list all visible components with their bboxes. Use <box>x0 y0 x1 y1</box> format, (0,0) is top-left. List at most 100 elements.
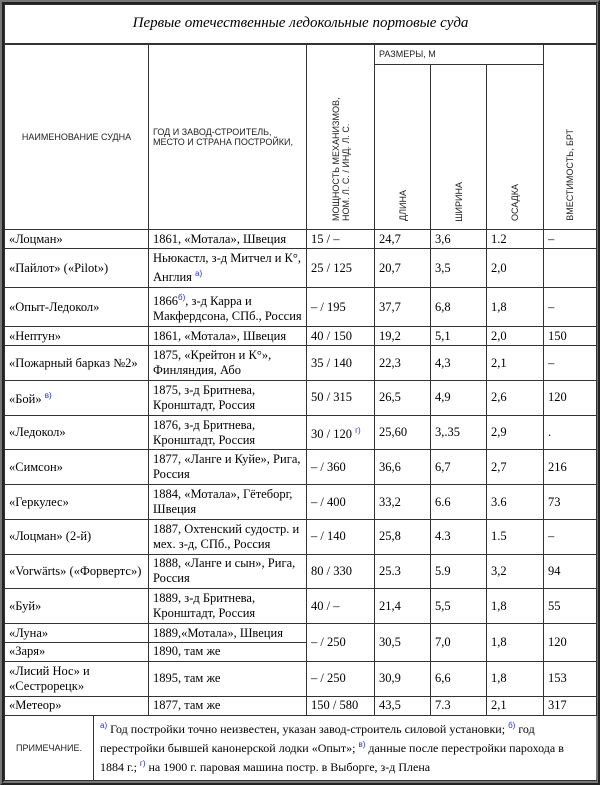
cell-power: 80 / 330 <box>306 553 375 590</box>
cell-length: 33,2 <box>374 484 431 520</box>
cell-draft: 1,8 <box>486 588 544 625</box>
header-name: НАИМЕНОВАНИЕ СУДНА <box>4 43 149 231</box>
table-row: «Пайлот» («Pilot») Ньюкастл, з-д Митчел и… <box>4 248 598 289</box>
cell-capacity: 55 <box>542 588 598 625</box>
table-row: «Симсон» 1877, «Ланге и Куйе», Рига, Росс… <box>4 449 598 486</box>
table-title: Первые отечественные ледокольные портовы… <box>3 3 598 45</box>
cell-draft: 2,1 <box>486 345 544 381</box>
cell-capacity: 150 <box>542 326 598 347</box>
cell-length: 19,2 <box>374 326 431 347</box>
table-row: «Ледокол» 1876, з-д Бритнева, Кронштадт, … <box>4 414 598 451</box>
cell-name: «Заря» <box>4 641 149 662</box>
cell-length: 22,3 <box>374 345 431 381</box>
cell-builder: 1884, «Мотала», Гётеборг, Швеция <box>148 484 307 520</box>
cell-capacity: 120 <box>542 380 598 416</box>
header-builder: ГОД И ЗАВОД-СТРОИТЕЛЬ, МЕСТО И СТРАНА ПО… <box>148 43 307 231</box>
cell-width: 5,1 <box>430 326 487 347</box>
cell-name: «Пайлот» («Pilot») <box>4 248 149 289</box>
cell-width: 6,6 <box>430 660 487 697</box>
footnote-mark: б) <box>508 720 516 730</box>
table-row: «Геркулес» 1884, «Мотала», Гётеборг, Швец… <box>4 484 598 520</box>
cell-name: «Луна» <box>4 623 149 643</box>
table-row: «Лоцман» 1861, «Мотала», Швеция 15 / –24,7… <box>4 229 598 250</box>
cell-name: «Буй» <box>4 588 149 625</box>
cell-capacity: 73 <box>542 484 598 520</box>
table-row: «Заря» 1890, там же <box>4 641 597 662</box>
cell-draft: 1,8 <box>486 287 544 328</box>
table-row: «Опыт-Ледокол» 1866б), з-д Карра и Макфер… <box>4 287 598 328</box>
cell-width: 6.6 <box>430 484 487 520</box>
cell-draft: 2,7 <box>486 449 544 486</box>
cell-power: – / 195 <box>306 287 375 328</box>
cell-length: 36,6 <box>374 449 431 486</box>
cell-length: 30,5 <box>374 623 431 662</box>
note-text: а) Год постройки точно неизвестен, указа… <box>100 720 564 774</box>
cell-builder: 1866б), з-д Карра и Макфердсона, СПб., Р… <box>148 287 307 328</box>
footnote-mark: б) <box>178 293 186 303</box>
cell-name: «Ледокол» <box>4 414 149 451</box>
cell-length: 25,60 <box>374 414 431 451</box>
cell-name: «Пожарный барказ №2» <box>4 345 149 381</box>
cell-length: 20,7 <box>374 248 431 289</box>
cell-draft: 3.6 <box>486 484 544 520</box>
cell-draft: 2,0 <box>486 248 544 289</box>
table-row: «Лисий Нос» и «Сестрорецк» 1895, там же – … <box>4 660 598 697</box>
cell-builder: 1895, там же <box>148 660 307 697</box>
cell-power: 40 / – <box>306 588 375 625</box>
header-dims: РАЗМЕРЫ, М <box>374 43 544 65</box>
header-capacity: ВМЕСТИМОСТЬ, БРТ <box>542 43 598 231</box>
cell-length: 26,5 <box>374 380 431 416</box>
table-row: «Метеор» 1877, там же 150 / 580 43,5 7.3 2,1 3… <box>4 695 598 716</box>
cell-name: «Геркулес» <box>4 484 149 520</box>
cell-width: 4.3 <box>430 518 487 555</box>
cell-builder: 1877, там же <box>148 695 307 716</box>
cell-width: 6,8 <box>430 287 487 328</box>
cell-builder: 1861, «Мотала», Швеция <box>148 326 307 347</box>
cell-width: 4,3 <box>430 345 487 381</box>
footnote-mark: г) <box>139 758 146 768</box>
cell-power: – / 250 <box>306 623 375 662</box>
note-label: ПРИМЕЧАНИЕ. <box>5 715 94 780</box>
cell-builder: 1890, там же <box>148 641 307 662</box>
cell-power: 35 / 140 <box>306 345 375 381</box>
cell-name: «Лоцман» (2-й) <box>4 518 149 555</box>
cell-draft: 2,6 <box>486 380 544 416</box>
header-length: ДЛИНА <box>374 63 431 231</box>
cell-builder: 1875, «Крейтон и К°», Финляндия, Або <box>148 345 307 381</box>
cell-builder: 1889, з-д Бритнева, Кронштадт, Россия <box>148 588 307 625</box>
table-row: «Нептун» 1861, «Мотала», Швеция 40 / 150 19… <box>4 326 598 347</box>
header-power: МОЩНОСТЬ МЕХАНИЗМОВ, НОМ. Л. С. / ИНД. Л… <box>306 43 375 231</box>
cell-builder: 1861, «Мотала», Швеция <box>148 229 307 250</box>
header-draft: ОСАДКА <box>486 63 544 231</box>
cell-width: 5,5 <box>430 588 487 625</box>
cell-name: «Опыт-Ледокол» <box>4 287 149 328</box>
cell-power: 15 / – <box>306 229 375 250</box>
cell-power: – / 400 <box>306 484 375 520</box>
cell-draft: 3,2 <box>486 553 544 590</box>
footnote-mark: г) <box>355 426 361 435</box>
cell-width: 4,9 <box>430 380 487 416</box>
cell-power: 40 / 150 <box>306 326 375 347</box>
cell-power: – / 360 <box>306 449 375 486</box>
table-row: «Буй» 1889, з-д Бритнева, Кронштадт, Росс… <box>4 588 598 625</box>
cell-capacity: 153 <box>542 660 598 697</box>
cell-capacity: 317 <box>542 695 598 716</box>
footnote-mark: а) <box>100 720 108 730</box>
cell-capacity: 120 <box>542 623 598 662</box>
note-cell: ПРИМЕЧАНИЕ. а) Год постройки точно неизв… <box>3 714 597 782</box>
cell-length: 37,7 <box>374 287 431 328</box>
table-row: «Лоцман» (2-й) 1887, Охтенский судостр. и… <box>4 518 598 555</box>
cell-draft: 2,9 <box>486 414 544 451</box>
cell-draft: 1.2 <box>486 229 544 250</box>
cell-builder: 1888, «Ланге и сын», Рига, Россия <box>148 553 307 590</box>
cell-name: «Бой» в) <box>4 380 149 416</box>
cell-power: 30 / 120 г) <box>306 414 375 451</box>
cell-draft: 2,1 <box>486 695 544 716</box>
cell-width: 7,0 <box>430 623 487 662</box>
cell-name: «Симсон» <box>4 449 149 486</box>
cell-length: 21,4 <box>374 588 431 625</box>
cell-length: 43,5 <box>374 695 431 716</box>
cell-length: 24,7 <box>374 229 431 250</box>
cell-builder: 1876, з-д Бритнева, Кронштадт, Россия <box>148 414 307 451</box>
